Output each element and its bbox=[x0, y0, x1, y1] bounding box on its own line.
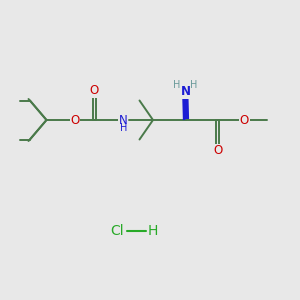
Text: N: N bbox=[180, 85, 190, 98]
Text: O: O bbox=[240, 113, 249, 127]
Text: O: O bbox=[70, 113, 80, 127]
Text: O: O bbox=[90, 84, 99, 97]
Text: N: N bbox=[118, 113, 127, 127]
Text: O: O bbox=[213, 144, 222, 157]
Text: Cl: Cl bbox=[110, 224, 124, 238]
Text: H: H bbox=[173, 80, 181, 90]
Text: H: H bbox=[190, 80, 197, 90]
Text: H: H bbox=[148, 224, 158, 238]
Text: H: H bbox=[120, 123, 127, 134]
